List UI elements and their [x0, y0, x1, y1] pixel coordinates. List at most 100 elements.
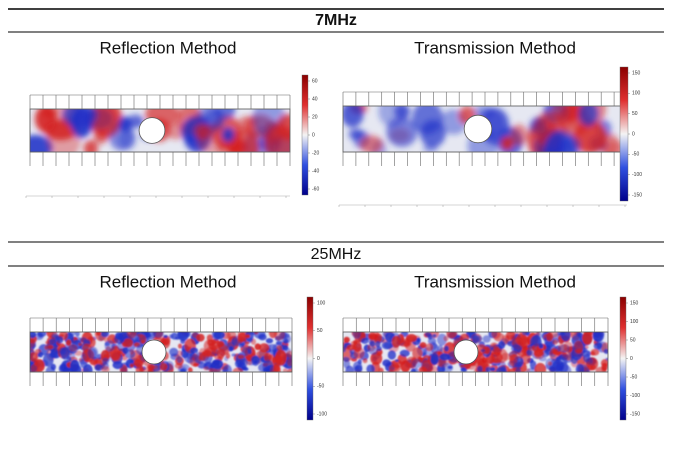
hole	[463, 114, 493, 144]
blob	[419, 342, 427, 349]
blob	[96, 332, 101, 336]
blob	[413, 367, 419, 372]
section-title: 7MHz	[315, 12, 357, 29]
blob	[557, 343, 568, 352]
colorbar	[619, 66, 629, 202]
blob	[203, 366, 210, 371]
blob	[51, 332, 59, 341]
blob	[497, 340, 506, 350]
colorbar-label: 50	[632, 111, 638, 117]
blob	[264, 352, 272, 362]
blob	[112, 361, 124, 370]
blob	[552, 339, 559, 345]
colorbar-label: 60	[312, 78, 318, 84]
blob	[186, 349, 195, 360]
blob	[399, 349, 410, 357]
blob	[60, 346, 70, 360]
blob	[276, 345, 283, 351]
blob	[123, 338, 134, 348]
blob	[575, 363, 585, 372]
blob	[394, 106, 411, 119]
blob	[587, 364, 593, 371]
blob	[262, 359, 274, 372]
blob	[196, 333, 205, 342]
blob	[411, 358, 422, 369]
blob	[437, 344, 444, 353]
blob	[244, 341, 250, 345]
blob	[430, 355, 438, 366]
blob	[343, 346, 347, 353]
blob	[137, 333, 143, 338]
blob	[439, 353, 451, 361]
blob	[122, 347, 129, 355]
field-blobs	[30, 109, 290, 152]
blob	[211, 332, 222, 341]
blob	[369, 340, 376, 347]
colorbar-label: 100	[317, 300, 326, 306]
blob	[169, 334, 174, 339]
blob	[263, 125, 290, 152]
panel-title: Transmission Method	[414, 272, 576, 291]
blob	[180, 368, 187, 372]
blob	[165, 360, 174, 372]
colorbar-label: -100	[632, 172, 642, 178]
blob	[79, 337, 87, 342]
blob	[552, 348, 559, 355]
section-title: 25MHz	[311, 246, 362, 263]
blob	[425, 343, 434, 352]
field-blobs	[343, 332, 608, 372]
blob	[578, 106, 599, 127]
blob	[482, 335, 491, 343]
colorbar-label: -20	[312, 150, 319, 156]
blob	[275, 349, 287, 366]
field-blobs	[30, 332, 292, 372]
blob	[101, 365, 110, 372]
colorbar-label: 0	[317, 356, 320, 362]
blob	[529, 360, 537, 370]
blob	[550, 353, 556, 358]
colorbar-label: 0	[632, 131, 635, 137]
blob	[555, 355, 568, 367]
blob	[283, 338, 289, 344]
blob	[576, 348, 583, 354]
blob	[490, 367, 496, 372]
blob	[394, 359, 399, 362]
blob	[531, 334, 541, 347]
blob	[525, 368, 531, 372]
blob	[47, 344, 54, 350]
blob	[510, 344, 522, 353]
blob	[282, 368, 288, 372]
blob	[582, 332, 593, 345]
blob	[175, 336, 180, 340]
blob	[214, 109, 236, 119]
blob	[198, 355, 203, 362]
colorbar-label: 100	[630, 319, 639, 325]
colorbar-label: -150	[630, 411, 640, 417]
colorbar-label: 50	[630, 337, 636, 343]
blob	[518, 355, 523, 359]
blob	[30, 363, 39, 372]
blob	[359, 135, 383, 152]
blob	[522, 345, 529, 352]
colorbar-label: -60	[312, 186, 319, 192]
colorbar-label: -50	[317, 384, 324, 390]
colorbar-label: -100	[317, 411, 327, 417]
panel-title: Reflection Method	[99, 38, 236, 57]
blob	[147, 363, 155, 370]
blob	[87, 346, 99, 360]
blob	[432, 334, 437, 338]
blob	[526, 349, 532, 356]
blob	[513, 361, 523, 369]
colorbar-label: 0	[312, 132, 315, 138]
blob	[477, 365, 483, 372]
blob	[510, 124, 528, 146]
blob	[244, 334, 251, 339]
hole	[138, 117, 166, 144]
blob	[515, 368, 521, 372]
blob	[241, 346, 250, 357]
blob	[343, 356, 350, 362]
colorbar-label: 40	[312, 96, 318, 102]
blob	[286, 358, 292, 367]
blob	[603, 348, 608, 355]
blob	[472, 335, 480, 344]
